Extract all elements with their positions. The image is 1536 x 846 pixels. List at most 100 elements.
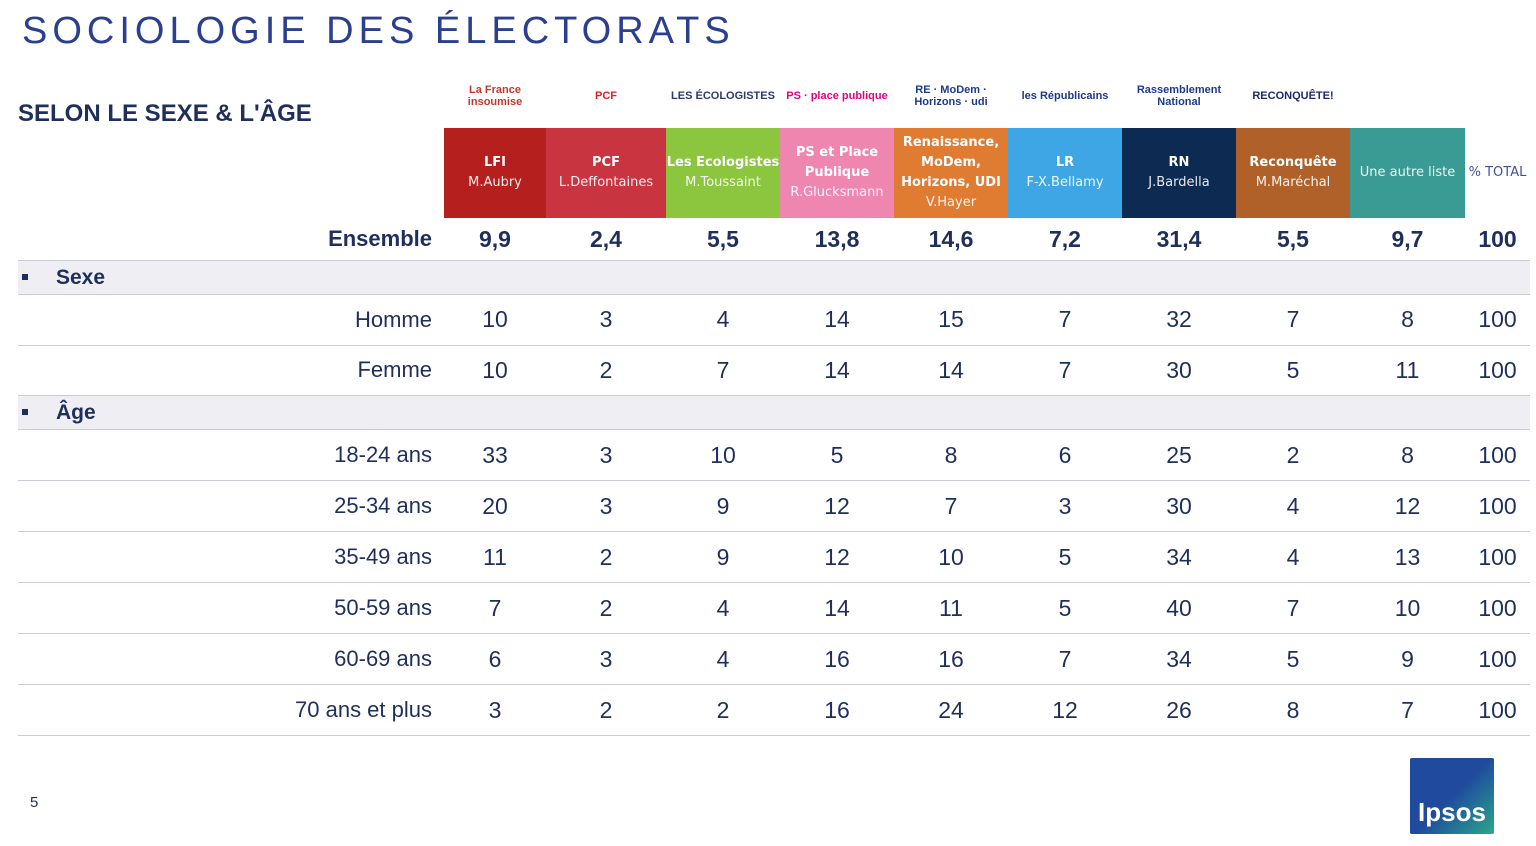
page-number: 5: [30, 794, 39, 811]
cell-value: 11: [1395, 356, 1420, 383]
results-table: Ensemble 9,9 2,4 5,5 13,8 14,6 7,2 31,4 5,5 9,7 10…: [18, 218, 1530, 736]
column-header-4: Renaissance, MoDem, Horizons, UDI V.Hayer: [894, 128, 1008, 218]
cell-value: 7: [1286, 306, 1300, 333]
cell-value: 8: [1286, 696, 1300, 723]
table-row: 18-24 ans 33 3 10 5 8 6 25 2 8 100: [18, 430, 1530, 481]
cell-value: 14,6: [928, 225, 974, 252]
cell-value: 34: [1166, 645, 1192, 672]
party-logo: RECONQUÊTE!: [1252, 89, 1334, 102]
cell-value: 3: [1058, 492, 1072, 519]
cell-value: 33: [482, 441, 508, 468]
candidate-name: M.Maréchal: [1255, 175, 1331, 190]
cell-value: 10: [710, 441, 736, 468]
cell-value: 7: [1058, 356, 1072, 383]
cell-value: 10: [938, 543, 964, 570]
cell-value: 2: [599, 696, 613, 723]
cell-value: 3: [599, 441, 613, 468]
cell-value: 25: [1166, 441, 1192, 468]
column-header-3: PS et Place Publique R.Glucksmann: [780, 128, 894, 218]
table-row: 60-69 ans 6 3 4 16 16 7 34 5 9 100: [18, 634, 1530, 685]
cell-value: 2: [599, 594, 613, 621]
row-label: 18-24 ans: [334, 442, 432, 467]
cell-value: 3: [599, 645, 613, 672]
cell-value: 7: [488, 594, 502, 621]
row-label: 70 ans et plus: [295, 697, 432, 722]
cell-value: 7,2: [1049, 225, 1081, 252]
cell-value: 24: [938, 696, 964, 723]
page-title: SOCIOLOGIE DES ÉLECTORATS: [22, 10, 735, 52]
cell-value: 7: [1401, 696, 1414, 723]
cell-value: 34: [1166, 543, 1192, 570]
table-row: 50-59 ans 7 2 4 14 11 5 40 7 10 100: [18, 583, 1530, 634]
table-row: 35-49 ans 11 2 9 12 10 5 34 4 13 100: [18, 532, 1530, 583]
cell-value: 8: [1401, 441, 1414, 468]
cell-value: 5: [1286, 645, 1300, 672]
candidate-name: R.Glucksmann: [790, 185, 884, 200]
cell-value: 100: [1478, 492, 1517, 519]
cell-value: 26: [1166, 696, 1192, 723]
cell-value: 11: [483, 543, 507, 570]
party-logo: les Républicains: [1021, 89, 1109, 102]
column-header-1: PCF L.Deffontaines: [546, 128, 666, 218]
cell-value: 100: [1478, 696, 1517, 723]
row-label: Homme: [354, 306, 432, 332]
column-header-7: Reconquête M.Maréchal: [1236, 128, 1350, 218]
ipsos-logo: Ipsos: [1410, 758, 1494, 834]
cell-value: 7: [1058, 645, 1072, 672]
cell-value: 31,4: [1156, 225, 1202, 252]
cell-value: 7: [1058, 306, 1072, 333]
cell-value: 16: [938, 645, 964, 672]
cell-value: 6: [488, 645, 502, 672]
cell-value: 9: [1401, 645, 1414, 672]
cell-value: 4: [716, 645, 730, 672]
cell-value: 5: [1286, 356, 1300, 383]
cell-value: 3: [488, 696, 502, 723]
cell-value: 3: [599, 492, 613, 519]
cell-value: 100: [1478, 356, 1517, 383]
table-row: Ensemble 9,9 2,4 5,5 13,8 14,6 7,2 31,4 5,5 9,7 10…: [18, 218, 1530, 261]
row-label: 50-59 ans: [334, 595, 432, 620]
table-header: LFI M.Aubry PCF L.Deffontaines Les Ecologist…: [444, 128, 1530, 218]
table-row: 25-34 ans 20 3 9 12 7 3 30 4 12 100: [18, 481, 1530, 532]
cell-value: 30: [1166, 492, 1192, 519]
party-name: LFI: [483, 155, 506, 170]
cell-value: 8: [944, 441, 958, 468]
cell-value: 100: [1478, 306, 1517, 333]
column-header-9: % TOTAL: [1465, 128, 1530, 218]
cell-value: 16: [824, 696, 850, 723]
cell-value: 40: [1166, 594, 1192, 621]
cell-value: 8: [1401, 306, 1414, 333]
cell-value: 16: [824, 645, 850, 672]
table-row: Homme 10 3 4 14 15 7 32 7 8 100: [18, 295, 1530, 346]
cell-value: 5: [1058, 543, 1072, 570]
party-name: Reconquête: [1249, 155, 1337, 170]
cell-value: 7: [1286, 594, 1300, 621]
cell-value: 100: [1478, 441, 1517, 468]
cell-value: 11: [939, 594, 963, 621]
row-label: Femme: [357, 357, 432, 383]
party-logo: PCF: [595, 89, 617, 102]
cell-value: 12: [1052, 696, 1078, 723]
row-label: 35-49 ans: [334, 544, 432, 569]
party-name: LR: [1055, 155, 1075, 170]
cell-value: 32: [1166, 306, 1192, 333]
column-header-2: Les Ecologistes M.Toussaint: [666, 128, 780, 218]
column-header-6: RN J.Bardella: [1122, 128, 1236, 218]
cell-value: 5,5: [707, 225, 739, 252]
cell-value: 20: [482, 492, 508, 519]
cell-value: 12: [1394, 492, 1421, 519]
cell-value: 9,9: [479, 225, 511, 252]
cell-value: 5: [830, 441, 844, 468]
party-logo: La France insoumise: [467, 83, 523, 108]
cell-value: 15: [938, 306, 964, 333]
cell-value: 3: [599, 306, 613, 333]
section-header-0: Sexe: [18, 261, 1530, 295]
table-row: Femme 10 2 7 14 14 7 30 5 11 100: [18, 346, 1530, 396]
cell-value: 2,4: [590, 225, 622, 252]
party-logo: Rassemblement National: [1136, 83, 1222, 108]
cell-value: 100: [1478, 543, 1517, 570]
candidate-name: J.Bardella: [1148, 175, 1210, 190]
cell-value: 4: [716, 306, 730, 333]
cell-value: 2: [1286, 441, 1300, 468]
candidate-name: M.Aubry: [468, 175, 522, 190]
